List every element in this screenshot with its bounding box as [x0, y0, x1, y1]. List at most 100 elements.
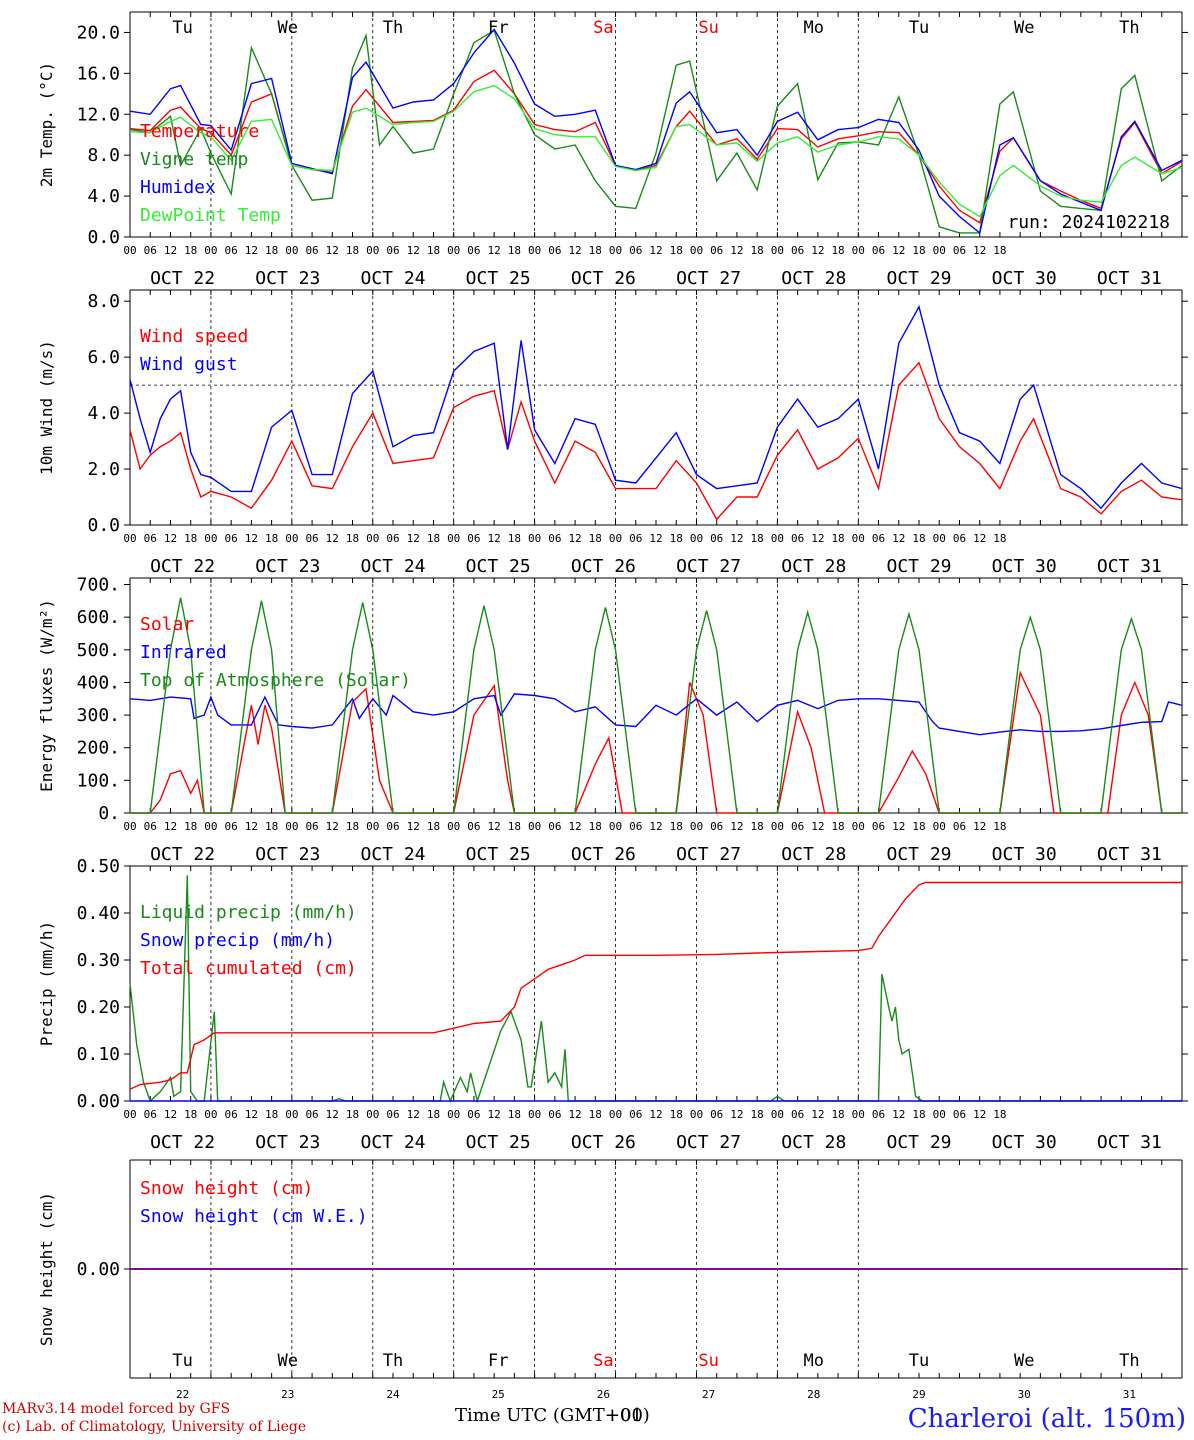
date-label: OCT 25 [466, 268, 531, 289]
x-tick-label: 12 [488, 244, 501, 257]
x-tick-label: 18 [184, 1108, 197, 1121]
y-tick-label: 4.0 [87, 186, 120, 207]
x-tick-label: 18 [508, 244, 521, 257]
x-tick-label: 18 [912, 244, 925, 257]
x-tick-label: 18 [346, 532, 359, 545]
day-number: 23 [281, 1388, 294, 1401]
x-tick-label: 12 [164, 1108, 177, 1121]
date-label: OCT 23 [255, 268, 320, 289]
date-label: OCT 24 [360, 844, 425, 865]
x-tick-label: 18 [427, 820, 440, 833]
day-number: 31 [1123, 1388, 1136, 1401]
x-tick-label: 00 [447, 820, 460, 833]
x-tick-label: 06 [467, 244, 480, 257]
day-abbr-top: We [278, 18, 298, 38]
day-abbr-top: Th [383, 18, 403, 38]
x-tick-label: 00 [528, 532, 541, 545]
date-label: OCT 27 [676, 1132, 741, 1153]
x-tick-label: 18 [427, 532, 440, 545]
x-tick-label: 12 [568, 244, 581, 257]
y-tick-label: 20.0 [77, 22, 120, 43]
x-tick-label: 00 [366, 820, 379, 833]
y-tick-label: 0.30 [77, 950, 120, 971]
x-tick-label: 00 [609, 1108, 622, 1121]
x-tick-label: 18 [912, 820, 925, 833]
x-tick-label: 12 [730, 1108, 743, 1121]
day-abbr-bottom: Th [1119, 1351, 1139, 1371]
legend-entry: Total cumulated (cm) [140, 958, 357, 979]
date-label: OCT 31 [1097, 268, 1162, 289]
x-tick-label: 06 [467, 820, 480, 833]
x-tick-label: 00 [447, 1108, 460, 1121]
x-tick-label: 12 [488, 532, 501, 545]
x-tick-label: 00 [123, 532, 136, 545]
y-tick-label: 0.0 [87, 227, 120, 248]
x-tick-label: 12 [407, 820, 420, 833]
legend-entry: DewPoint Temp [140, 205, 281, 226]
x-tick-label: 00 [204, 532, 217, 545]
x-tick-label: 18 [831, 532, 844, 545]
x-tick-label: 12 [973, 1108, 986, 1121]
x-tick-label: 12 [326, 820, 339, 833]
x-tick-label: 18 [751, 532, 764, 545]
x-tick-label: 00 [609, 244, 622, 257]
x-tick-label: 00 [447, 532, 460, 545]
date-label: OCT 31 [1097, 1132, 1162, 1153]
x-tick-label: 06 [467, 532, 480, 545]
x-tick-label: 06 [629, 1108, 642, 1121]
x-tick-label: 18 [508, 820, 521, 833]
series-line [129, 29, 1183, 234]
y-tick-label: 8.0 [87, 291, 120, 312]
x-tick-label: 06 [144, 532, 157, 545]
x-tick-label: 00 [528, 820, 541, 833]
panel-4 [124, 865, 1188, 1104]
date-label: OCT 30 [992, 268, 1057, 289]
date-label: OCT 29 [886, 268, 951, 289]
day-abbr-top: Th [1119, 18, 1139, 38]
x-tick-label: 06 [225, 244, 238, 257]
x-tick-label: 00 [852, 820, 865, 833]
x-tick-label: 06 [386, 820, 399, 833]
footer-model-line: MARv3.14 model forced by GFS [2, 1401, 231, 1417]
x-tick-label: 00 [933, 820, 946, 833]
x-tick-label: 00 [690, 244, 703, 257]
x-tick-label: 12 [973, 820, 986, 833]
y-tick-label: 12.0 [77, 104, 120, 125]
day-abbr-bottom: Sa [593, 1351, 613, 1371]
day-abbr-bottom: Th [383, 1351, 403, 1371]
x-tick-label: 06 [791, 820, 804, 833]
x-tick-label: 18 [589, 532, 602, 545]
x-tick-label: 06 [710, 244, 723, 257]
y-tick-label: 0. [98, 803, 120, 824]
date-label: OCT 29 [886, 844, 951, 865]
x-tick-label: 18 [912, 532, 925, 545]
x-tick-label: 18 [670, 1108, 683, 1121]
date-label: OCT 26 [571, 844, 636, 865]
day-number: 29 [912, 1388, 925, 1401]
x-tick-label: 00 [933, 244, 946, 257]
x-tick-label: 12 [649, 532, 662, 545]
x-tick-label: 18 [589, 820, 602, 833]
x-tick-label: 12 [407, 532, 420, 545]
series-line [129, 304, 1183, 510]
x-tick-label: 12 [730, 820, 743, 833]
x-tick-label: 12 [488, 1108, 501, 1121]
x-tick-label: 06 [791, 532, 804, 545]
day-abbr-bottom: We [1014, 1351, 1034, 1371]
x-tick-label: 00 [285, 244, 298, 257]
x-tick-label: 12 [326, 244, 339, 257]
day-number: 27 [702, 1388, 715, 1401]
x-tick-label: 06 [548, 532, 561, 545]
x-tick-label: 12 [326, 1108, 339, 1121]
series-line [129, 28, 1183, 235]
x-tick-label: 18 [993, 1108, 1006, 1121]
x-tick-label: 06 [386, 244, 399, 257]
x-tick-label: 06 [629, 244, 642, 257]
series-line [129, 361, 1183, 521]
station-name: Charleroi (alt. 150m) [907, 1404, 1186, 1434]
x-tick-label: 00 [204, 244, 217, 257]
x-tick-label: 18 [184, 820, 197, 833]
x-tick-label: 12 [245, 1108, 258, 1121]
date-label: OCT 24 [360, 556, 425, 577]
